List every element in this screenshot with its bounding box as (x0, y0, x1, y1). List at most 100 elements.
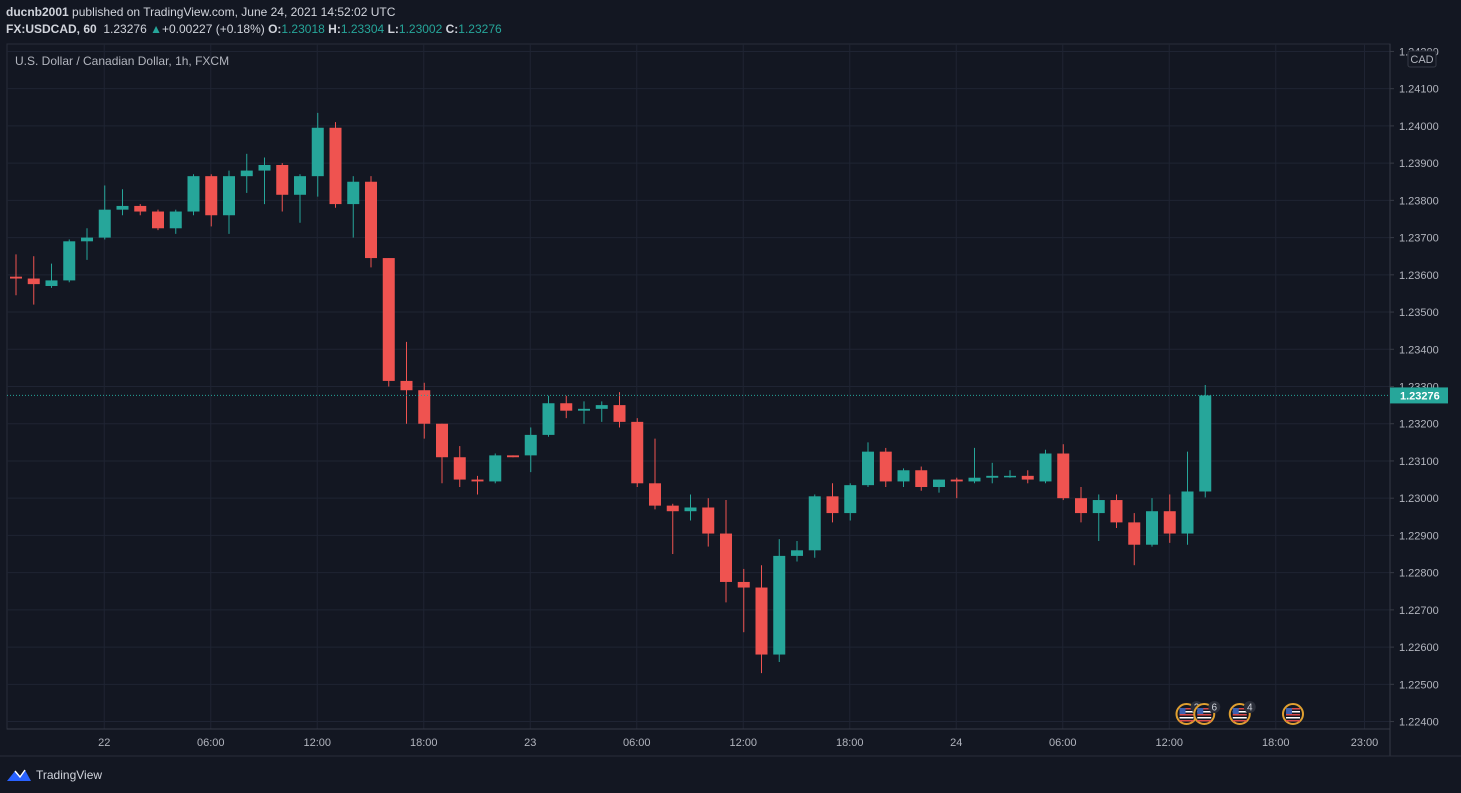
candle-body (365, 181, 377, 259)
author-name[interactable]: ducnb2001 (6, 5, 69, 19)
candle[interactable] (10, 254, 22, 296)
candle-body (737, 581, 750, 588)
candle[interactable] (169, 209, 182, 234)
candle[interactable] (933, 479, 945, 493)
candle[interactable] (595, 401, 608, 422)
flag-stripe (1179, 714, 1194, 716)
candle[interactable] (27, 256, 40, 305)
candle[interactable] (737, 568, 750, 633)
candle[interactable] (45, 263, 58, 288)
candle[interactable] (578, 401, 590, 424)
candle[interactable] (1004, 470, 1016, 478)
candle-body (382, 258, 395, 381)
candle[interactable] (453, 446, 466, 488)
candle[interactable] (862, 442, 874, 488)
candle[interactable] (773, 539, 786, 662)
candle[interactable] (311, 112, 324, 197)
time-tick-label: 06:00 (1049, 737, 1077, 749)
candle-body (223, 176, 235, 216)
candle[interactable] (223, 170, 235, 234)
candle[interactable] (879, 447, 892, 488)
time-tick-label: 18:00 (836, 737, 864, 749)
candle[interactable] (1146, 498, 1158, 547)
candle-body (897, 470, 910, 482)
time-axis[interactable]: 22 06:00 12:00 18:00 23 06:00 12:00 18:00 24 06:0… (0, 728, 1461, 757)
close-label: C: (445, 22, 459, 36)
candle[interactable] (631, 418, 644, 488)
candle[interactable] (418, 382, 431, 439)
candle[interactable] (1163, 494, 1176, 543)
candle[interactable] (471, 475, 484, 495)
candle[interactable] (666, 503, 679, 555)
candle[interactable] (1110, 494, 1123, 528)
candle[interactable] (1039, 449, 1052, 484)
candle[interactable] (63, 239, 76, 283)
candle[interactable] (915, 466, 928, 491)
candle[interactable] (1075, 487, 1087, 523)
candle[interactable] (542, 395, 555, 437)
candle[interactable] (382, 258, 395, 387)
tradingview-footer[interactable]: TradingView (6, 765, 102, 785)
price-tick-label: 1.23400 (1399, 344, 1439, 356)
candle[interactable] (81, 228, 93, 260)
candle[interactable] (134, 204, 147, 216)
candle[interactable] (1199, 385, 1212, 498)
candle-body (1181, 491, 1194, 534)
candle[interactable] (613, 392, 626, 428)
price-tick-label: 1.23100 (1399, 456, 1439, 468)
candle[interactable] (986, 462, 999, 484)
candle[interactable] (897, 468, 910, 488)
candle[interactable] (1057, 444, 1070, 501)
candle[interactable] (844, 483, 857, 521)
candle[interactable] (347, 176, 360, 238)
time-tick-label: 12:00 (729, 737, 757, 749)
candle[interactable] (684, 494, 697, 521)
candle[interactable] (1181, 451, 1194, 545)
candle[interactable] (649, 438, 661, 510)
candle[interactable] (205, 174, 218, 227)
candle[interactable] (791, 540, 803, 562)
candle[interactable] (329, 122, 342, 208)
candle[interactable] (1128, 513, 1141, 566)
candle[interactable] (98, 185, 111, 240)
flag-stripe (1179, 720, 1194, 722)
candle-body (524, 434, 537, 456)
candle[interactable] (950, 477, 963, 499)
candle-body (808, 496, 821, 551)
candle[interactable] (152, 209, 164, 231)
candle[interactable] (489, 453, 502, 484)
candle[interactable] (258, 157, 271, 205)
time-tick-label: 12:00 (303, 737, 331, 749)
candle-body (684, 507, 697, 512)
economic-event-marker[interactable] (1282, 703, 1304, 725)
flag-stripe (1197, 720, 1212, 722)
candle[interactable] (276, 163, 289, 212)
candle[interactable] (400, 341, 413, 424)
candle-body (649, 483, 661, 506)
candle[interactable] (294, 174, 306, 223)
candle[interactable] (187, 174, 200, 216)
candle-body (116, 205, 129, 210)
candle[interactable] (702, 498, 715, 547)
candle[interactable] (1092, 494, 1105, 541)
price-axis[interactable]: 1.242001.241001.240001.239001.238001.237… (7, 44, 1448, 756)
flag-canton (1179, 708, 1186, 714)
candle[interactable] (507, 455, 519, 458)
candle[interactable] (116, 189, 129, 216)
candle[interactable] (826, 483, 839, 523)
candle[interactable] (365, 176, 377, 268)
candle[interactable] (436, 423, 448, 484)
candle[interactable] (524, 427, 537, 473)
candle[interactable] (1021, 470, 1034, 484)
candle[interactable] (808, 494, 821, 558)
candle-body (791, 550, 803, 556)
time-tick-label: 24 (950, 737, 962, 749)
candle[interactable] (240, 153, 253, 193)
candle[interactable] (755, 565, 768, 674)
economic-event-marker[interactable]: 4 (1228, 701, 1256, 725)
economic-event-marker[interactable]: 6 (1193, 701, 1221, 725)
candle[interactable] (560, 395, 573, 419)
candle[interactable] (720, 500, 732, 603)
candle[interactable] (968, 447, 981, 484)
